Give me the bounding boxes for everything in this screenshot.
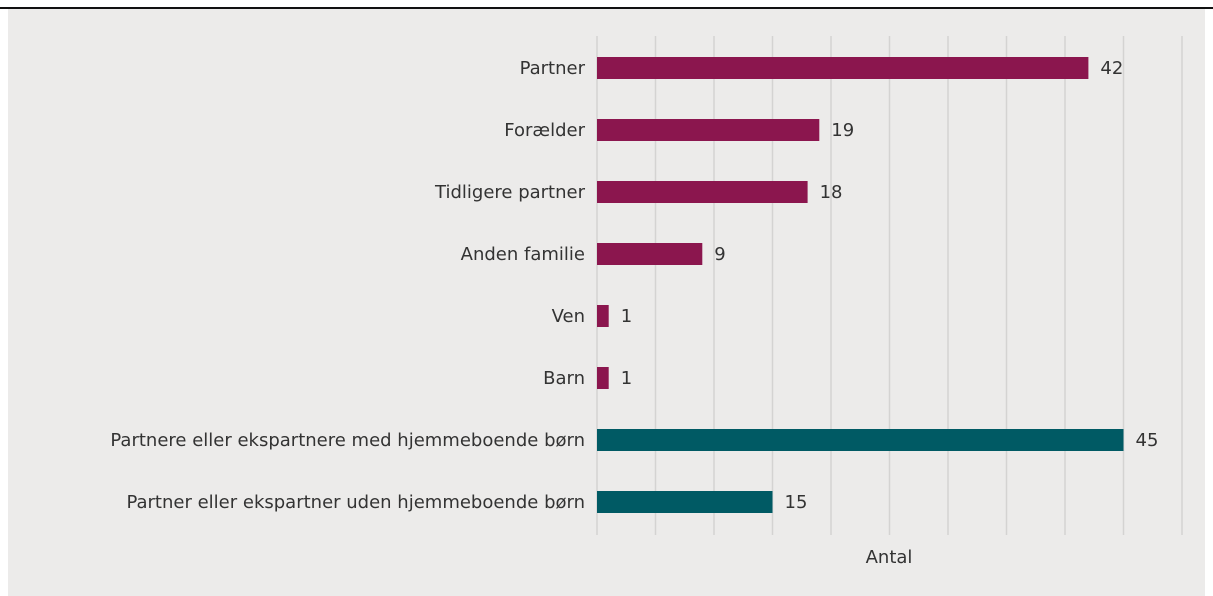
value-label: 19 — [831, 120, 854, 141]
y-tick-label: Anden familie — [461, 244, 585, 265]
bar — [597, 491, 773, 513]
bar — [597, 181, 808, 203]
y-tick-label: Tidligere partner — [434, 182, 586, 203]
bar — [597, 119, 820, 141]
bar — [597, 57, 1089, 79]
y-tick-label: Ven — [552, 306, 585, 327]
x-axis-label: Antal — [866, 547, 913, 568]
bar — [597, 429, 1124, 451]
y-tick-label: Partner eller ekspartner uden hjemmeboen… — [126, 492, 585, 513]
value-label: 15 — [785, 492, 808, 513]
value-label: 42 — [1100, 58, 1123, 79]
value-label: 18 — [820, 182, 843, 203]
bar — [597, 367, 609, 389]
value-label: 1 — [621, 306, 632, 327]
y-tick-label: Partnere eller ekspartnere med hjemmeboe… — [110, 430, 585, 451]
bar — [597, 305, 609, 327]
y-tick-label: Forælder — [504, 120, 585, 141]
y-tick-label: Partner — [520, 58, 586, 79]
bar — [597, 243, 703, 265]
value-label: 1 — [621, 368, 632, 389]
value-label: 9 — [714, 244, 725, 265]
value-label: 45 — [1136, 430, 1159, 451]
y-tick-label: Barn — [543, 368, 585, 389]
